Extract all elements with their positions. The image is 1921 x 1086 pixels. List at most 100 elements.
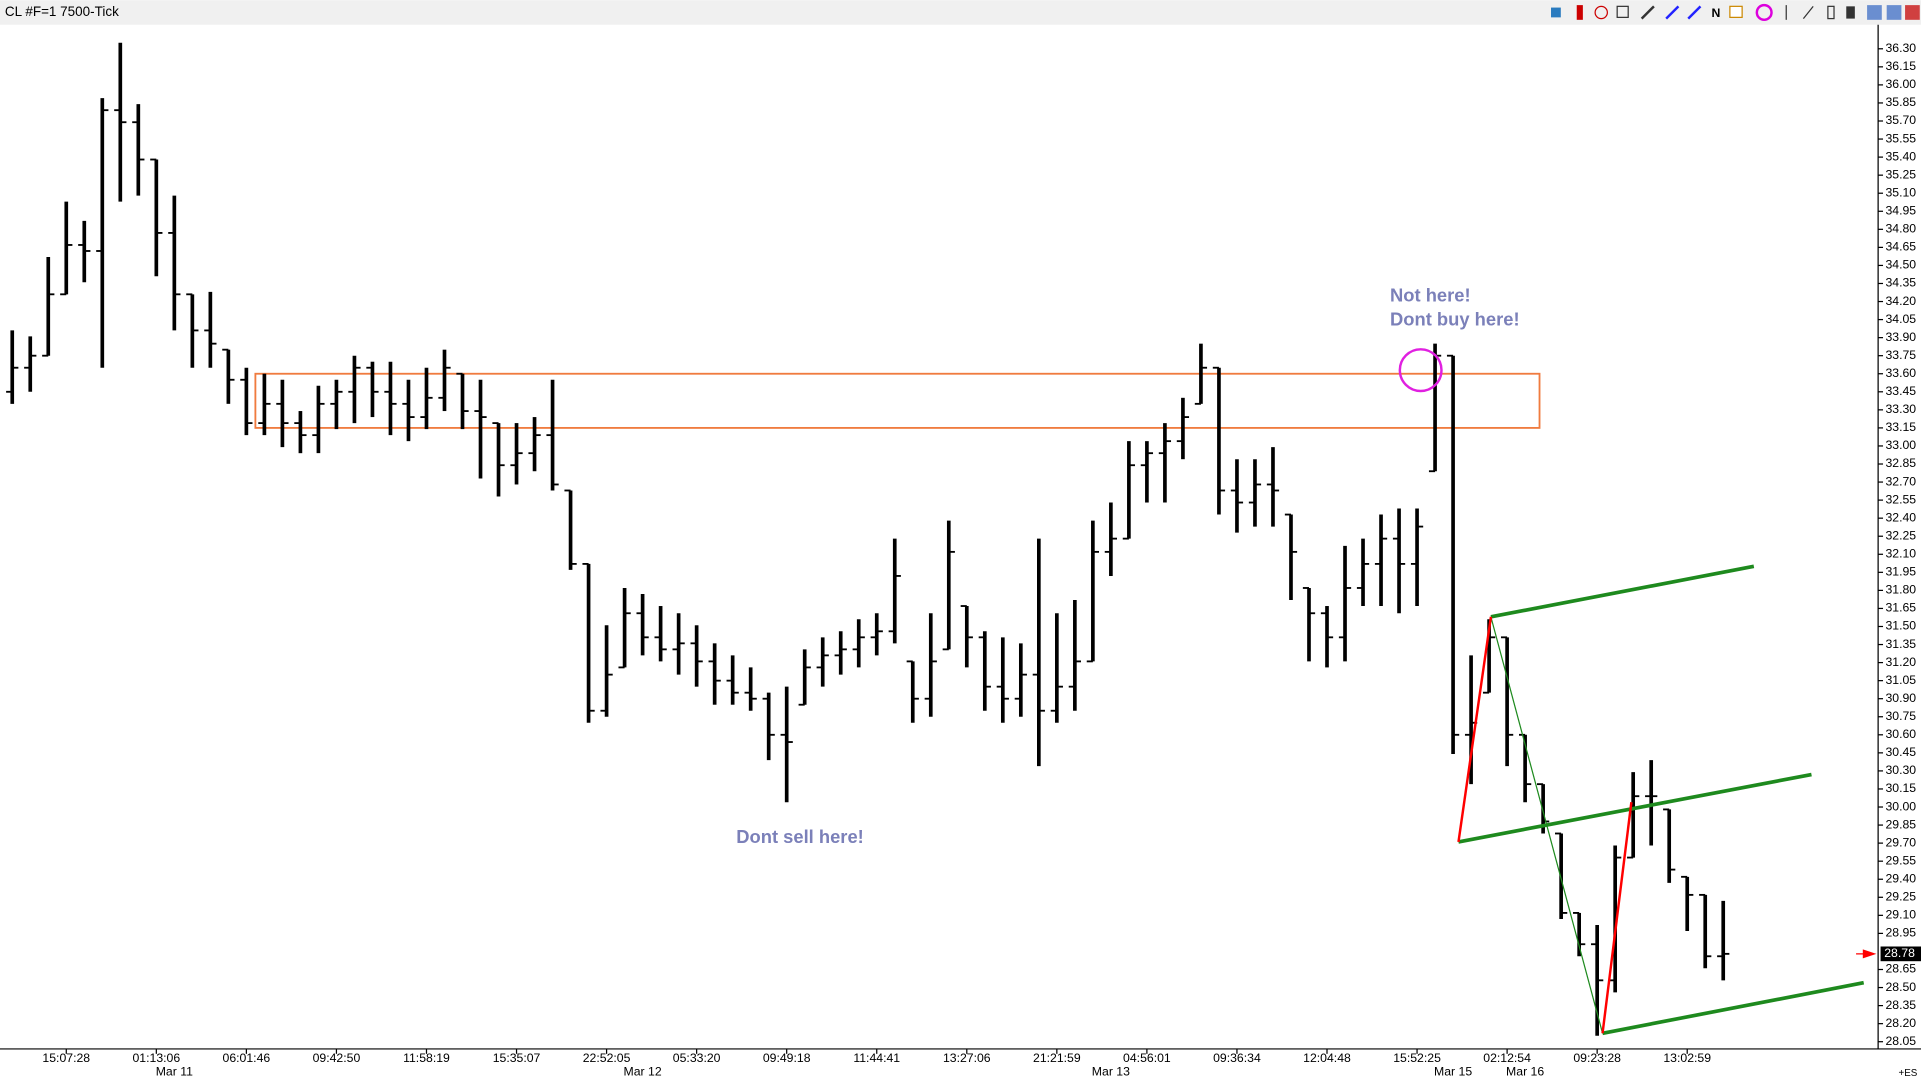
y-tick-label: 31.65 xyxy=(1885,601,1916,615)
tool-icon[interactable] xyxy=(1594,5,1608,20)
price-bar xyxy=(672,613,685,675)
x-tick-label: 04:56:01 xyxy=(1123,1051,1171,1065)
price-bar xyxy=(1014,643,1027,717)
price-bar xyxy=(330,379,343,430)
tool-icon[interactable] xyxy=(1846,6,1855,19)
last-price-arrow xyxy=(1856,949,1877,959)
y-tick-label: 28.65 xyxy=(1885,962,1916,976)
y-tick-label: 34.80 xyxy=(1885,222,1916,236)
price-bar xyxy=(834,631,847,675)
price-bar xyxy=(474,379,487,479)
price-bar xyxy=(402,379,415,442)
price-bar xyxy=(1284,513,1298,601)
y-tick-label: 33.90 xyxy=(1885,330,1916,344)
y-tick-label: 34.65 xyxy=(1885,240,1916,254)
price-bar xyxy=(1555,832,1568,919)
x-tick-label: 22:52:05 xyxy=(583,1051,631,1065)
y-tick-label: 28.50 xyxy=(1885,980,1916,994)
price-bar xyxy=(636,593,649,656)
x-tick-label: 09:36:34 xyxy=(1213,1051,1261,1065)
price-bar xyxy=(42,257,55,357)
price-bar xyxy=(276,379,289,448)
price-bar xyxy=(96,98,109,368)
price-bar xyxy=(888,538,901,644)
tool-icon[interactable] xyxy=(1665,5,1680,20)
price-bar xyxy=(1446,354,1460,755)
price-bar xyxy=(654,606,667,662)
tool-icon[interactable] xyxy=(1616,5,1629,18)
x-tick-label: 09:23:28 xyxy=(1573,1051,1621,1065)
tool-icon[interactable] xyxy=(1827,5,1835,20)
price-bar xyxy=(1663,808,1676,883)
y-tick-label: 34.95 xyxy=(1885,204,1916,218)
y-tick-label: 29.10 xyxy=(1885,908,1916,922)
price-bar xyxy=(906,660,919,723)
price-bar xyxy=(528,417,541,472)
trend-line xyxy=(1602,980,1865,1036)
price-bar xyxy=(24,336,37,392)
price-bar xyxy=(1158,423,1172,503)
x-tick-label: 15:35:07 xyxy=(493,1051,541,1065)
y-tick-label: 34.05 xyxy=(1885,312,1916,326)
x-tick-label: 12:04:48 xyxy=(1303,1051,1351,1065)
y-tick-label: 31.05 xyxy=(1885,673,1916,687)
y-tick-label: 29.55 xyxy=(1885,853,1916,867)
y-tick-label: 32.55 xyxy=(1885,492,1916,506)
tool-icon[interactable] xyxy=(1576,5,1583,20)
y-tick-label: 32.10 xyxy=(1885,547,1916,561)
tool-icon[interactable] xyxy=(1729,5,1743,18)
tool-icon[interactable] xyxy=(1640,5,1655,20)
price-bar xyxy=(1194,343,1208,405)
tool-icon[interactable] xyxy=(1687,5,1702,20)
toolbar[interactable]: N xyxy=(1551,3,1920,22)
price-bar xyxy=(456,372,469,430)
price-bar xyxy=(546,379,559,491)
price-bar xyxy=(438,349,451,412)
tool-icon[interactable] xyxy=(1551,7,1561,18)
price-bar xyxy=(1104,502,1118,576)
price-bar xyxy=(1230,459,1244,533)
trend-line xyxy=(1601,802,1633,1034)
tool-icon[interactable] xyxy=(1802,5,1814,19)
x-tick-label: 09:42:50 xyxy=(313,1051,361,1065)
tool-icon[interactable] xyxy=(1886,5,1902,20)
y-tick-label: 35.10 xyxy=(1885,185,1916,199)
y-tick-label: 32.25 xyxy=(1885,528,1916,542)
y-tick-label: 34.20 xyxy=(1885,294,1916,308)
date-label: Mar 12 xyxy=(624,1064,662,1078)
price-bar xyxy=(1338,545,1352,662)
tool-icon[interactable] xyxy=(1867,5,1882,20)
price-bar xyxy=(420,367,433,430)
price-bar xyxy=(960,605,973,668)
price-bar xyxy=(600,625,613,717)
y-tick-label: 30.90 xyxy=(1885,691,1916,705)
y-tick-label: 33.60 xyxy=(1885,366,1916,380)
tool-icon[interactable] xyxy=(1905,5,1920,20)
date-label: Mar 15 xyxy=(1434,1064,1472,1078)
price-bar xyxy=(1410,508,1424,607)
price-bar xyxy=(240,367,253,436)
price-bar xyxy=(1717,900,1730,981)
price-bar xyxy=(312,385,325,454)
price-bar xyxy=(1627,772,1640,859)
price-bar xyxy=(1681,875,1694,931)
price-bar xyxy=(204,291,217,368)
last-price-label: 28.78 xyxy=(1884,946,1915,960)
y-tick-label: 29.40 xyxy=(1885,871,1916,885)
price-bar xyxy=(1500,636,1514,767)
tool-icon[interactable]: N xyxy=(1712,6,1721,20)
annotation: Dont sell here! xyxy=(736,826,864,847)
price-bar xyxy=(942,520,955,651)
y-tick-label: 30.30 xyxy=(1885,763,1916,777)
y-tick-label: 36.15 xyxy=(1885,59,1916,73)
price-bar xyxy=(1392,508,1406,614)
price-bar xyxy=(1699,893,1712,969)
price-bar xyxy=(618,587,631,669)
price-bar xyxy=(564,489,577,570)
y-tick-label: 33.45 xyxy=(1885,384,1916,398)
tool-icon[interactable] xyxy=(1755,3,1773,22)
y-tick-label: 35.55 xyxy=(1885,131,1916,145)
y-tick-label: 35.85 xyxy=(1885,95,1916,109)
price-bar xyxy=(1320,606,1334,668)
y-tick-label: 32.70 xyxy=(1885,474,1916,488)
